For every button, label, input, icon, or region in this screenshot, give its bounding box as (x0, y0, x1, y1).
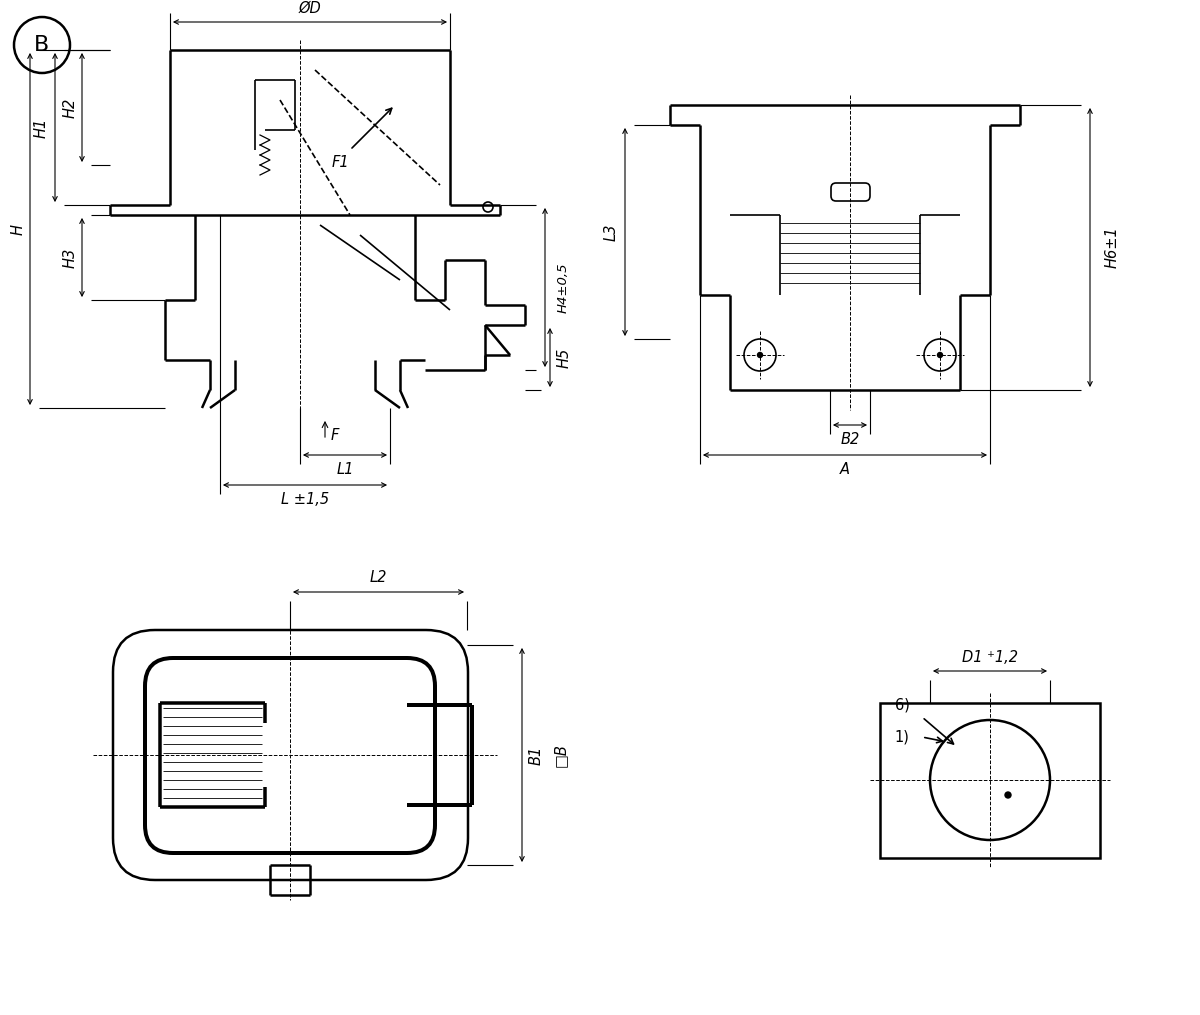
Text: H5: H5 (557, 347, 571, 367)
Circle shape (757, 352, 762, 357)
Circle shape (937, 352, 942, 357)
Text: B1: B1 (528, 745, 544, 764)
Text: L2: L2 (370, 570, 388, 586)
Text: ØD: ØD (299, 0, 322, 15)
Text: 1): 1) (894, 730, 910, 744)
Text: □B: □B (552, 743, 568, 767)
Text: H1: H1 (34, 118, 48, 138)
Text: L1: L1 (336, 462, 354, 476)
Bar (880, 703, 1100, 858)
Text: B2: B2 (840, 431, 859, 447)
Text: 6): 6) (894, 697, 910, 713)
Text: F: F (331, 427, 340, 443)
Circle shape (1006, 792, 1010, 798)
Text: H3: H3 (62, 248, 78, 268)
Text: B: B (35, 35, 49, 55)
Text: L ±1,5: L ±1,5 (281, 492, 329, 508)
Text: H: H (11, 223, 25, 234)
Text: D1 ⁺1,2: D1 ⁺1,2 (962, 650, 1018, 665)
Text: H6±1: H6±1 (1104, 226, 1120, 268)
Text: L3: L3 (604, 223, 618, 241)
Text: A: A (840, 462, 850, 476)
Text: H4±0,5: H4±0,5 (557, 262, 570, 313)
Text: H2: H2 (62, 97, 78, 118)
Text: F1: F1 (331, 154, 349, 170)
